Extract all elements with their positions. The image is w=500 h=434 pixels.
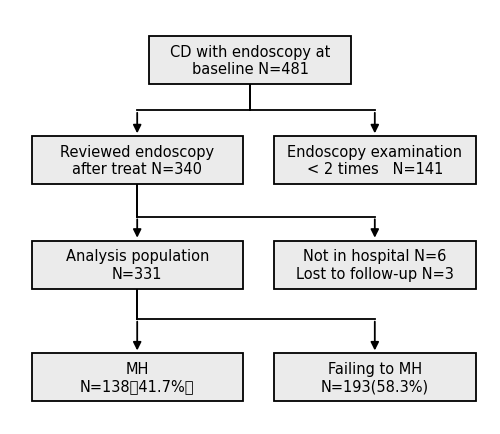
Text: CD with endoscopy at
baseline N=481: CD with endoscopy at baseline N=481 [170, 45, 330, 77]
Text: Reviewed endoscopy
after treat N=340: Reviewed endoscopy after treat N=340 [60, 145, 214, 177]
Text: Failing to MH
N=193(58.3%): Failing to MH N=193(58.3%) [320, 361, 429, 394]
FancyBboxPatch shape [274, 353, 475, 401]
FancyBboxPatch shape [32, 353, 243, 401]
FancyBboxPatch shape [274, 137, 475, 185]
FancyBboxPatch shape [32, 137, 243, 185]
Text: Not in hospital N=6
Lost to follow-up N=3: Not in hospital N=6 Lost to follow-up N=… [296, 249, 454, 281]
FancyBboxPatch shape [274, 241, 475, 289]
Text: Endoscopy examination
< 2 times   N=141: Endoscopy examination < 2 times N=141 [288, 145, 463, 177]
Text: Analysis population
N=331: Analysis population N=331 [66, 249, 209, 281]
FancyBboxPatch shape [32, 241, 243, 289]
Text: MH
N=138（41.7%）: MH N=138（41.7%） [80, 361, 194, 394]
FancyBboxPatch shape [149, 37, 351, 85]
